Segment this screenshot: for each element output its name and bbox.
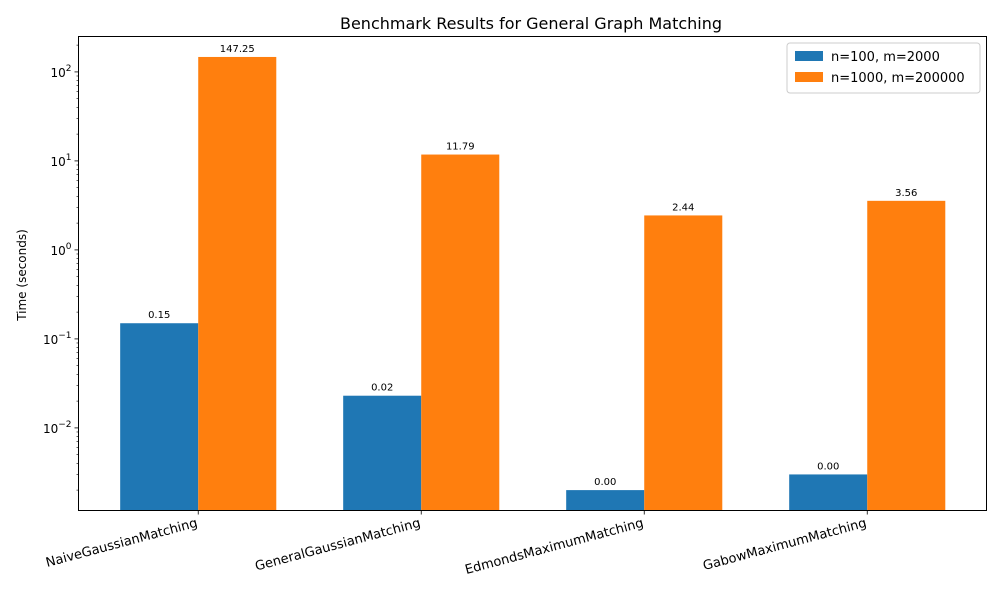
y-tick-label-4: 102 [50,64,71,80]
y-tick-label-2: 100 [50,242,71,258]
bar-s0-c0 [120,323,199,511]
chart-title: Benchmark Results for General Graph Matc… [340,14,722,33]
legend-label-1: n=1000, m=200000 [831,71,965,86]
x-tick-label-2: EdmondsMaximumMatching [463,516,645,578]
y-tick-label-base-4: 10 [50,66,65,80]
y-tick-label-base-0: 10 [43,422,58,436]
bar-value-label-s1-c2: 2.44 [672,202,694,213]
legend-box [786,42,981,94]
y-tick-label-base-2: 10 [50,244,65,258]
bar-value-label-s1-c3: 3.56 [895,188,917,199]
bar-labels-layer: 0.15 147.25 0.02 11.79 0.00 2.44 0.00 3.56 [148,44,917,488]
legend: n=100, m=2000 n=1000, m=200000 [786,42,981,94]
y-tick-label-exp-4: 2 [66,64,72,74]
x-tick-label-0: NaiveGaussianMatching [44,516,199,571]
legend-swatch-0 [795,51,823,61]
bar-s0-c2 [566,490,645,511]
bar-s0-c3 [789,474,868,511]
bar-value-label-s0-c1: 0.02 [371,383,393,394]
x-axis-ticks: NaiveGaussianMatching GeneralGaussianMatc… [44,510,868,578]
bar-value-label-s1-c0: 147.25 [220,44,255,55]
y-tick-label-1: 10−1 [43,331,72,347]
y-tick-label-base-3: 10 [50,155,65,169]
legend-label-0: n=100, m=2000 [831,50,940,65]
y-tick-label-exp-2: 0 [66,242,72,252]
bar-value-label-s0-c0: 0.15 [148,310,170,321]
legend-swatch-1 [795,72,823,82]
bar-s1-c1 [421,154,500,511]
y-tick-label-exp-1: −1 [58,331,71,341]
bar-s1-c0 [198,56,277,511]
bar-value-label-s0-c3: 0.00 [817,461,839,472]
y-tick-label-3: 101 [50,153,71,169]
x-tick-label-3: GabowMaximumMatching [701,516,868,574]
y-tick-label-base-1: 10 [43,333,58,347]
bars-layer [120,56,946,511]
y-axis-label: Time (seconds) [15,229,29,322]
x-tick-label-1: GeneralGaussianMatching [254,516,423,575]
y-tick-label-exp-3: 1 [66,153,72,163]
bar-s0-c1 [343,395,422,511]
bar-s1-c2 [644,215,723,511]
y-tick-label-0: 10−2 [43,420,72,436]
y-tick-label-exp-0: −2 [58,420,71,430]
bar-s1-c3 [867,200,946,511]
bar-value-label-s1-c1: 11.79 [446,142,475,153]
plot-area-frame [78,36,987,511]
bar-value-label-s0-c2: 0.00 [594,477,616,488]
